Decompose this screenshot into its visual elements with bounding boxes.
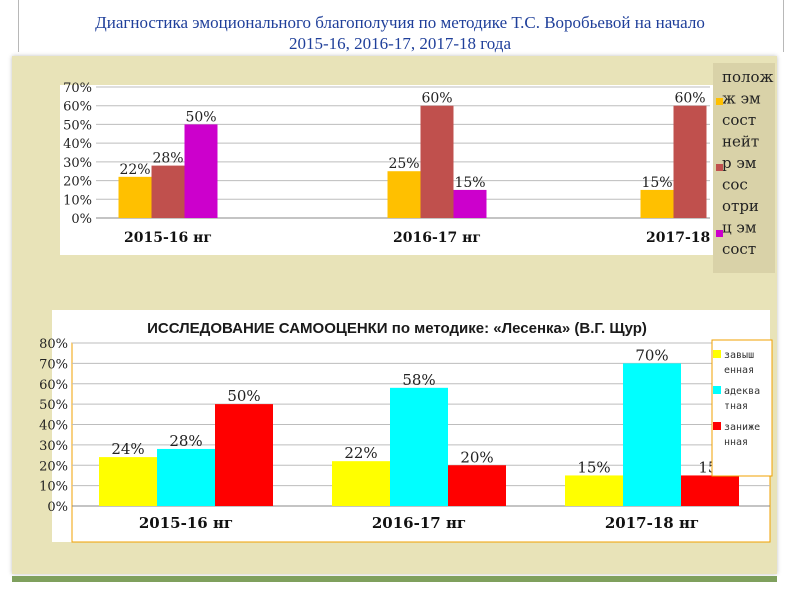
chart1-bar [151, 165, 185, 218]
chart2-legend-text: адеква [724, 386, 760, 397]
chart2-bar [215, 404, 273, 506]
chart2-data-label: 15% [577, 458, 610, 476]
chart1-legend-text: нейт [722, 133, 759, 151]
chart2-data-label: 70% [635, 346, 668, 364]
chart1-y-tick: 20% [63, 175, 92, 190]
chart2-legend-text: тная [724, 401, 748, 412]
chart1-y-tick: 0% [71, 212, 92, 227]
chart1-data-label: 50% [185, 109, 216, 125]
slide-header [18, 0, 784, 52]
chart2-legend-swatch [713, 350, 721, 358]
chart1-x-tick: 2015-16 нг [124, 230, 212, 246]
chart2-y-tick: 70% [39, 357, 68, 372]
chart2-legend-text: нная [724, 437, 748, 448]
chart1-data-label: 25% [388, 156, 419, 172]
chart1-bar [387, 171, 421, 218]
chart1-legend-swatch [716, 98, 723, 105]
chart1-legend-text: сост [722, 240, 756, 258]
chart1-bar [420, 105, 454, 218]
chart1-bar [673, 105, 707, 218]
chart1-y-tick: 70% [63, 81, 92, 96]
chart2-legend: завыш енная адеква тная заниже нная [711, 339, 773, 477]
chart1-y-tick: 60% [63, 100, 92, 115]
chart2-bar [448, 465, 506, 506]
chart1-legend-box [713, 63, 775, 273]
chart2-legend-swatch [713, 422, 721, 430]
chart2-bar [99, 457, 157, 506]
chart1-legend-text: сос [722, 176, 748, 194]
chart1-legend: полож ж эм сост нейт р эм сос отри ц эм сост [713, 63, 775, 273]
chart1-legend-text: р эм [722, 154, 757, 172]
chart2-y-tick: 10% [39, 480, 68, 495]
chart1-legend-text: отри [722, 197, 759, 215]
chart2-x-tick: 2015-16 нг [139, 514, 233, 532]
chart2-data-label: 20% [460, 448, 493, 466]
chart2-x-tick: 2017-18 нг [605, 514, 699, 532]
slide-title: Диагностика эмоционального благополучия … [0, 12, 800, 54]
chart2-legend-text: заниже [724, 422, 760, 433]
chart2-y-tick: 60% [39, 378, 68, 393]
chart1-legend-text: сост [722, 111, 756, 129]
chart2-bar [157, 448, 215, 506]
chart2-y-tick: 30% [39, 439, 68, 454]
chart1-bar [640, 189, 674, 218]
chart2-data-label: 28% [169, 432, 202, 450]
chart2-data-label: 50% [227, 387, 260, 405]
chart1-legend-text: полож [722, 68, 774, 86]
chart1-data-label: 15% [641, 175, 672, 191]
chart2-data-label: 22% [344, 444, 377, 462]
chart1-data-label: 60% [674, 91, 705, 107]
chart2-y-tick: 0% [47, 500, 68, 515]
chart1-legend-text: ж эм [722, 90, 761, 108]
chart2-legend-text: завыш [724, 350, 754, 361]
chart2-bar [332, 461, 390, 506]
chart2-bar [565, 475, 623, 506]
chart1-y-tick: 10% [63, 193, 92, 208]
chart2-legend-swatch [713, 386, 721, 394]
chart1-y-tick: 40% [63, 137, 92, 152]
chart1-legend-text: ц эм [722, 219, 757, 237]
chart1-x-tick: 2016-17 нг [393, 230, 481, 246]
chart2-bar [623, 363, 681, 506]
chart2-y-tick: 50% [39, 398, 68, 413]
chart1-data-label: 60% [421, 91, 452, 107]
slide-title-line2: 2015-16, 2016-17, 2017-18 года [289, 34, 511, 53]
chart1-bar [118, 176, 152, 218]
chart2-legend-box [711, 339, 773, 477]
chart1-legend-swatch [716, 230, 723, 237]
chart2-y-tick: 40% [39, 419, 68, 434]
chart2-legend-text: енная [724, 365, 754, 376]
chart2-data-label: 58% [402, 371, 435, 389]
chart1-legend-swatch [716, 164, 723, 171]
chart1-y-tick: 50% [63, 118, 92, 133]
chart2-title: ИССЛЕДОВАНИЕ САМООЦЕНКИ по методике: «Ле… [147, 320, 647, 337]
chart1-data-label: 22% [119, 162, 150, 178]
chart2-bar [390, 387, 448, 506]
chart2-bar [681, 475, 739, 506]
chart1-x-tick: 2017-18 нг [646, 230, 734, 246]
footer-bar [12, 576, 777, 582]
chart1-bar [184, 124, 218, 218]
chart1-y-tick: 30% [63, 156, 92, 171]
chart1-data-label: 28% [152, 151, 183, 167]
chart2-y-tick: 20% [39, 459, 68, 474]
chart2-data-label: 24% [111, 440, 144, 458]
slide-title-line1: Диагностика эмоционального благополучия … [95, 13, 705, 32]
chart1-data-label: 15% [454, 175, 485, 191]
chart2-x-tick: 2016-17 нг [372, 514, 466, 532]
chart2-y-tick: 80% [39, 337, 68, 352]
chart1-bar [453, 189, 487, 218]
